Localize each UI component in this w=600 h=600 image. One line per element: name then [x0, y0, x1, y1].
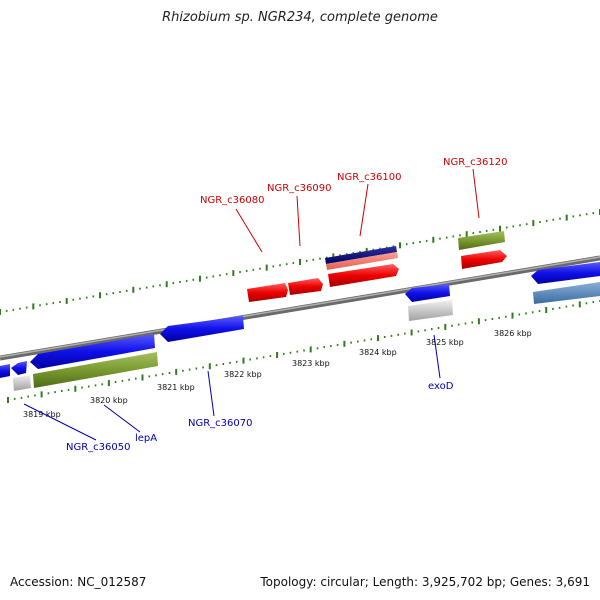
scale-label-3826: 3826 kbp	[494, 329, 532, 338]
gene-label-c36070: NGR_c36070	[188, 418, 253, 429]
scale-label-3821: 3821 kbp	[157, 383, 195, 392]
gene-label-lepA: lepA	[135, 433, 157, 444]
leader-c36090	[296, 195, 301, 247]
scale-label-3820: 3820 kbp	[90, 396, 128, 405]
gene-arrow-c36070	[160, 316, 244, 342]
gene-arrow-edge-left	[0, 364, 10, 378]
gene-arrow-lepA	[33, 352, 158, 388]
scale-label-3824: 3824 kbp	[359, 348, 397, 357]
gene-arrow-c36090	[288, 278, 323, 295]
gene-arrow-small-left	[11, 361, 27, 375]
leader-exoD	[433, 334, 441, 379]
leader-c36080	[235, 208, 263, 253]
leader-c36050	[23, 403, 97, 441]
gene-arrow-exoD	[405, 284, 450, 302]
gene-arrow-grey-left	[13, 375, 31, 391]
lower-tick-row	[7, 300, 600, 403]
genome-backbone-highlight	[0, 256, 600, 358]
gene-arrow-c36120	[461, 250, 507, 269]
gene-arrow-right-steel	[533, 282, 600, 304]
genome-title: Rhizobium sp. NGR234, complete genome	[162, 10, 438, 25]
scale-label-3822: 3822 kbp	[224, 370, 262, 379]
genome-backbone	[0, 255, 600, 361]
leader-c36120	[472, 168, 480, 219]
gene-arrow-c36100-salmon	[326, 252, 398, 270]
gene-label-c36120: NGR_c36120	[443, 157, 508, 168]
scale-label-3825: 3825 kbp	[426, 338, 464, 347]
topology-summary: Topology: circular; Length: 3,925,702 bp…	[260, 575, 590, 589]
gene-arrow-c36100	[328, 264, 399, 287]
gene-label-exoD: exoD	[428, 381, 454, 392]
gene-label-c36090: NGR_c36090	[267, 183, 332, 194]
gene-label-c36050: NGR_c36050	[66, 442, 131, 453]
scale-label-3823: 3823 kbp	[292, 359, 330, 368]
leader-c36100	[359, 183, 369, 237]
scale-label-3819: 3819 kbp	[23, 410, 61, 419]
gene-arrow-c36050	[30, 334, 155, 369]
gene-arrow-right-blue	[531, 262, 600, 284]
gene-label-c36080: NGR_c36080	[200, 195, 265, 206]
gene-arrow-c36100-navy	[325, 246, 397, 264]
leader-c36070	[207, 370, 215, 417]
gene-arrow-c36120-green	[458, 231, 505, 250]
gene-arrow-c36080	[247, 283, 288, 302]
accession-text: Accession: NC_012587	[10, 575, 147, 589]
gene-arrow-grey-exoD	[408, 300, 453, 321]
leader-lepA	[103, 404, 141, 433]
gene-label-c36100: NGR_c36100	[337, 172, 402, 183]
upper-tick-row	[0, 209, 600, 315]
